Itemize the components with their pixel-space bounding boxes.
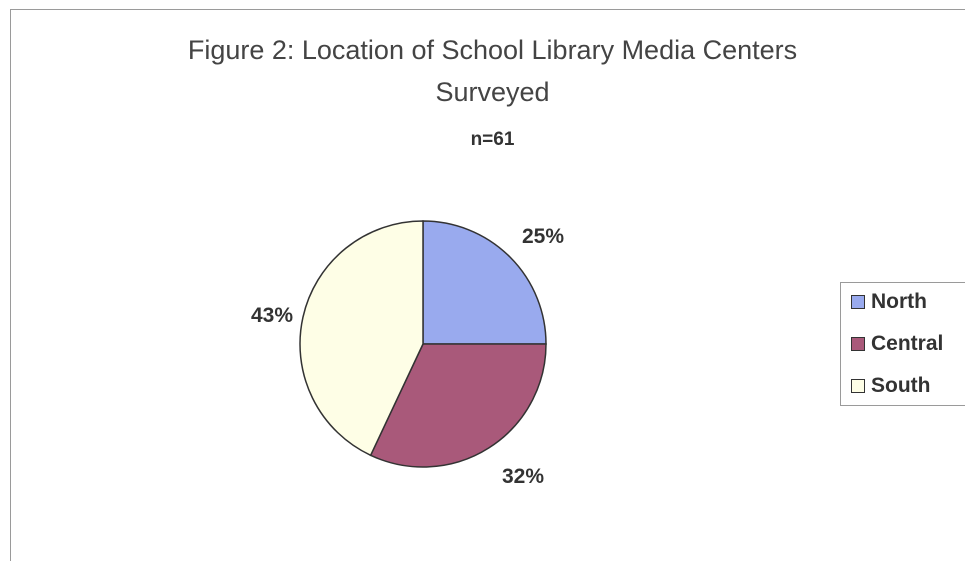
chart-subtitle: n=61 <box>470 129 515 150</box>
legend-label-central: Central <box>871 332 944 355</box>
legend-label-north: North <box>871 290 927 313</box>
legend-swatch-south <box>851 379 865 393</box>
legend-swatch-central <box>851 337 865 351</box>
legend: North Central South <box>840 282 965 406</box>
chart-title: Figure 2: Location of School Library Med… <box>187 35 798 65</box>
data-label-south: 43% <box>251 304 293 327</box>
legend-label-south: South <box>871 374 931 397</box>
legend-swatch-north <box>851 295 865 309</box>
legend-item-central: Central <box>851 331 943 357</box>
pie-slice-south <box>299 220 424 457</box>
chart-title-line2: Surveyed <box>435 77 550 107</box>
pie-slice-north <box>422 220 547 345</box>
data-label-central: 32% <box>502 465 544 488</box>
legend-item-south: South <box>851 373 930 399</box>
pie-slice-central <box>369 343 547 468</box>
data-label-north: 25% <box>522 225 564 248</box>
legend-item-north: North <box>851 289 927 315</box>
